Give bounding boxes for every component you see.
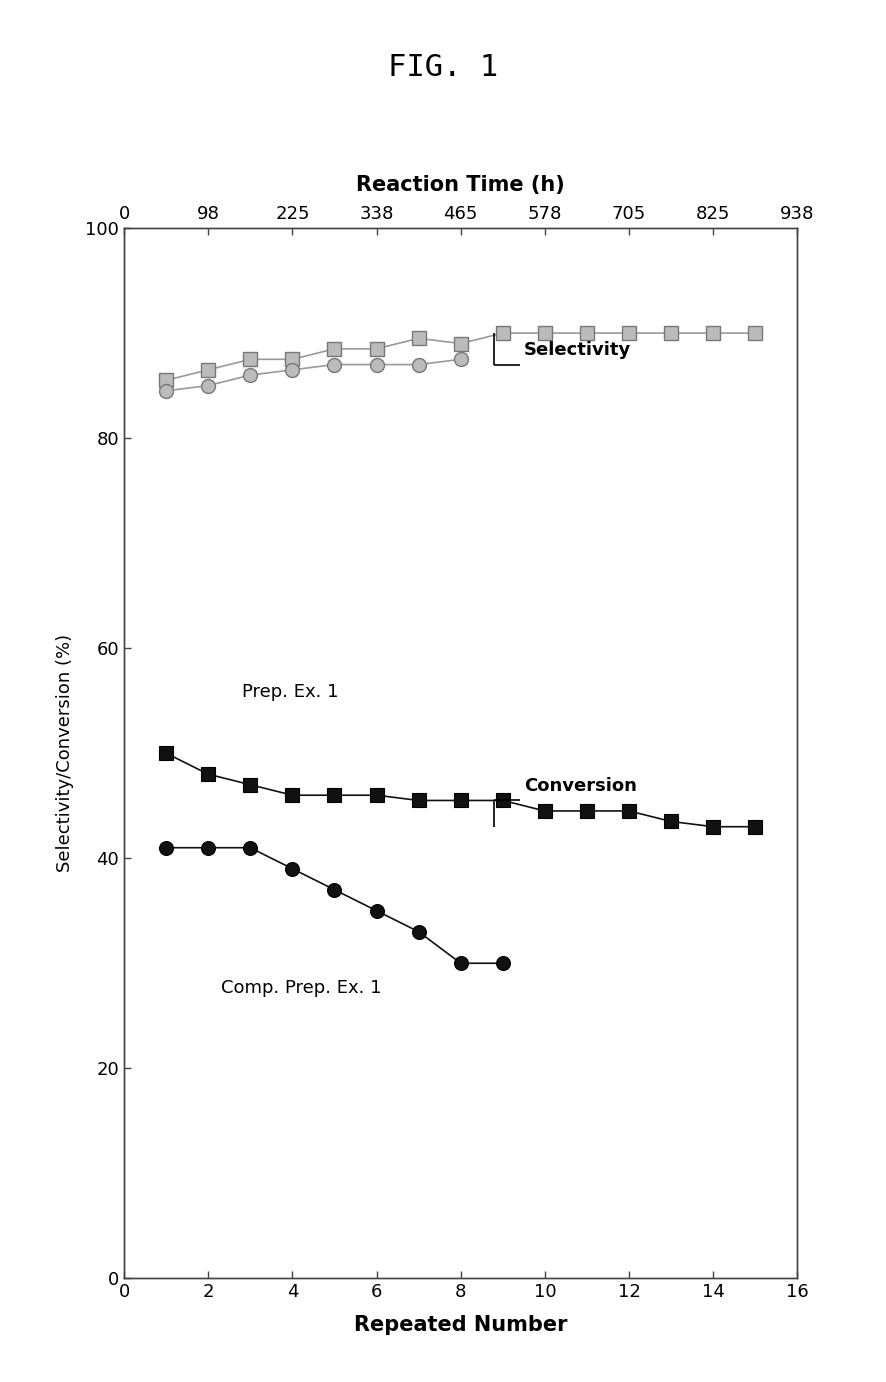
X-axis label: Repeated Number: Repeated Number	[354, 1316, 567, 1335]
Text: FIG. 1: FIG. 1	[388, 53, 498, 82]
X-axis label: Reaction Time (h): Reaction Time (h)	[356, 176, 565, 195]
Text: Selectivity: Selectivity	[524, 341, 631, 359]
Text: Comp. Prep. Ex. 1: Comp. Prep. Ex. 1	[221, 978, 381, 996]
Text: Conversion: Conversion	[524, 777, 637, 795]
Text: Prep. Ex. 1: Prep. Ex. 1	[242, 683, 338, 701]
Y-axis label: Selectivity/Conversion (%): Selectivity/Conversion (%)	[56, 634, 74, 872]
